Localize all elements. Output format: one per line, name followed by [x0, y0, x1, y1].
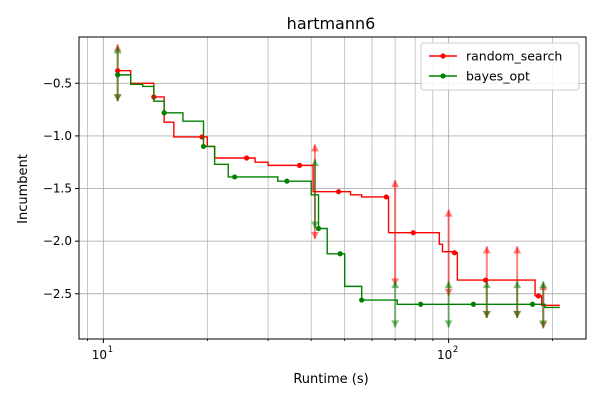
x-tick-label: 10 [92, 348, 107, 362]
random-search-point [115, 68, 121, 74]
bayes-opt-error-arrow-down [513, 310, 522, 318]
bayes-opt-point [470, 301, 477, 307]
legend-box [420, 42, 580, 91]
legend: random_search bayes_opt [420, 42, 580, 91]
bayes-opt-point [529, 301, 536, 307]
bayes-opt-error-arrow-down [539, 320, 548, 328]
bayes-opt-point [359, 297, 365, 303]
x-tick-label-exponent: 2 [453, 345, 458, 355]
y-tick-label: −1.5 [43, 182, 72, 196]
bayes-opt-point [418, 301, 424, 307]
y-tick-label: −0.5 [43, 76, 72, 90]
random-search-error-arrow-up [513, 246, 522, 254]
random-search-error-arrow-down [310, 232, 319, 240]
bayes-opt-point [315, 225, 322, 232]
random-search-point [244, 155, 250, 161]
bayes-opt-error-arrow-down [444, 320, 453, 328]
bayes-opt-point [232, 174, 238, 180]
bayes-opt-error-arrow-up [513, 281, 522, 289]
legend-random-search-label: random_search [466, 49, 562, 64]
random-search-point [483, 277, 489, 283]
random-search-line [117, 69, 560, 307]
legend-bayes-opt-marker [440, 73, 446, 79]
random-search-error-arrow-up [310, 144, 319, 152]
bayes-opt-error-arrow-up [444, 281, 453, 289]
bayes-opt-point [115, 72, 121, 78]
bayes-opt-error-arrow-up [482, 281, 491, 289]
random-search-point [410, 230, 416, 236]
y-tick-label: −2.0 [43, 234, 72, 248]
bayes-opt-point [200, 143, 207, 150]
x-axis-label: Runtime (s) [293, 372, 368, 387]
random-search-error-arrow-up [444, 209, 453, 217]
chart-title: hartmann6 [287, 14, 376, 33]
bayes-opt-point [284, 178, 290, 184]
random-search-point [296, 162, 303, 168]
bayes-opt-point [337, 251, 343, 257]
bayes-opt-error-arrow-down [310, 221, 319, 229]
bayes-opt-error-arrow-down [113, 94, 122, 102]
axes-frame [78, 36, 587, 340]
random-search-error-arrow-up [482, 246, 491, 254]
y-tick-label: −2.5 [43, 287, 72, 301]
bayes-opt-error-arrow-down [482, 310, 491, 318]
legend-bayes-opt-label: bayes_opt [466, 69, 530, 84]
random-search-error-arrow-up [391, 180, 400, 188]
legend-random-search-marker [440, 53, 446, 59]
y-tick-label: −1.0 [43, 129, 72, 143]
bayes-opt-point [161, 110, 167, 116]
bayes-opt-error-arrow-up [391, 281, 400, 289]
x-tick-label-exponent: 1 [108, 345, 113, 355]
bayes-opt-error-arrow-down [391, 320, 400, 328]
bayes-opt-error-arrow-up [113, 46, 122, 54]
random-search-point [383, 194, 389, 200]
random-search-point [535, 293, 542, 299]
random-search-point [451, 250, 458, 256]
bayes-opt-error-arrow-up [539, 281, 548, 289]
x-tick-label: 10 [437, 348, 452, 362]
y-axis-label: Incumbent [16, 154, 31, 224]
bayes-opt-line [117, 74, 560, 309]
random-search-point [335, 189, 342, 195]
bayes-opt-error-arrow-up [310, 159, 319, 167]
